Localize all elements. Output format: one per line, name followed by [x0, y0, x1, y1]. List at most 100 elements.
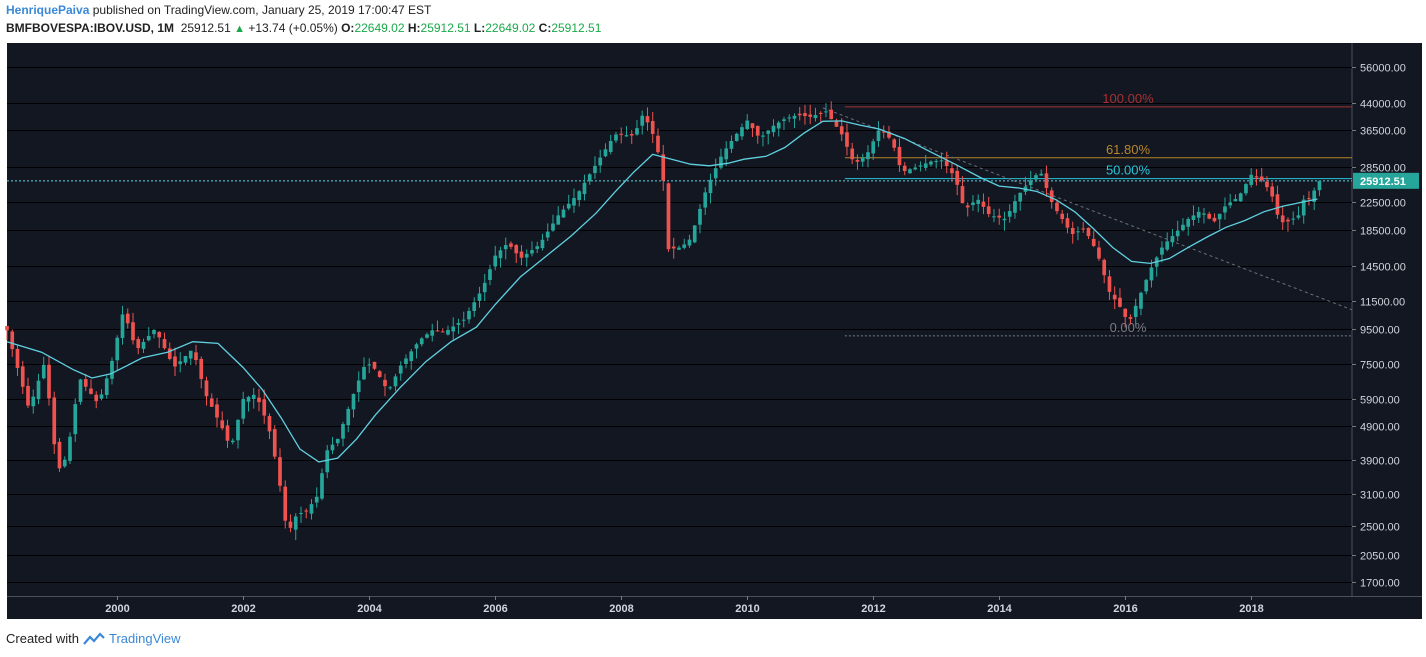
candle-body: [829, 109, 834, 120]
candle-body: [5, 325, 9, 331]
candle-body: [89, 388, 93, 394]
candle-body: [309, 504, 314, 514]
candle-body: [603, 149, 608, 157]
candle-body: [892, 139, 897, 148]
high-value: 25912.51: [420, 21, 471, 35]
candle-body: [929, 161, 933, 165]
candle-body: [556, 215, 561, 225]
candle-body: [1181, 224, 1185, 231]
up-arrow-icon: ▲: [234, 23, 245, 35]
candle-body: [493, 255, 498, 267]
candle-body: [393, 376, 398, 387]
candle-body: [414, 344, 419, 349]
candle-body: [362, 367, 366, 380]
candle-body: [965, 205, 970, 208]
candle-body: [866, 152, 870, 160]
tradingview-link[interactable]: TradingView: [108, 631, 181, 646]
candle-body: [813, 115, 818, 119]
candle-body: [367, 364, 372, 366]
x-tick-label: 2006: [483, 603, 507, 615]
candle-body: [1049, 190, 1054, 203]
candle-body: [1175, 230, 1180, 237]
candle-body: [1112, 294, 1117, 300]
candle-body: [178, 361, 183, 365]
candle-body: [629, 134, 634, 136]
candle-body: [1233, 199, 1238, 202]
candle-body: [582, 182, 587, 195]
candle-body: [614, 134, 618, 141]
candle-body: [257, 397, 261, 403]
candle-body: [803, 113, 807, 117]
candle-body: [682, 244, 687, 248]
candle-body: [1259, 176, 1264, 181]
candle-body: [204, 380, 209, 397]
open-value: 22649.02: [354, 21, 405, 35]
y-tick-label: 11500.00: [1360, 297, 1405, 309]
candle-body: [288, 521, 293, 528]
candle-body: [419, 338, 424, 345]
candle-body: [62, 459, 67, 467]
candle-body: [1254, 176, 1259, 178]
candle-body: [808, 114, 813, 117]
candle-body: [94, 394, 99, 402]
x-tick-label: 2008: [609, 603, 633, 615]
candle-body: [498, 250, 503, 259]
candle-body: [194, 352, 198, 360]
candle-body: [1034, 175, 1038, 180]
candle-body: [703, 192, 708, 208]
candle-body: [719, 156, 723, 168]
x-tick-label: 2014: [987, 603, 1012, 615]
candle-body: [1086, 227, 1091, 237]
candle-body: [818, 112, 823, 114]
candle-body: [724, 148, 729, 160]
candle-body: [976, 199, 981, 204]
candle-body: [1291, 218, 1296, 220]
fib-level-label: 61.80%: [1106, 142, 1151, 157]
candle-body: [1165, 241, 1170, 250]
candle-body: [624, 135, 629, 137]
candle-body: [1133, 305, 1138, 317]
candle-body: [220, 420, 225, 429]
candle-body: [146, 335, 151, 341]
candle-body: [860, 157, 865, 162]
candle-body: [535, 246, 540, 249]
y-tick-label: 36500.00: [1360, 126, 1406, 138]
candle-body: [152, 329, 156, 335]
candle-body: [587, 174, 592, 182]
candle-body: [1002, 218, 1007, 221]
candle-body: [519, 251, 524, 258]
candle-body: [687, 239, 692, 246]
candle-body: [1007, 211, 1012, 217]
tradingview-logo-icon: [83, 631, 105, 645]
current-price-tag: [1353, 172, 1419, 189]
candle-body: [52, 397, 57, 445]
x-tick-label: 2016: [1113, 603, 1137, 615]
candle-body: [876, 130, 881, 142]
y-tick-label: 3900.00: [1360, 456, 1400, 468]
candle-body: [913, 167, 918, 170]
candle-body: [1307, 198, 1311, 200]
candle-body: [167, 348, 172, 359]
candle-body: [1207, 213, 1212, 219]
y-tick-label: 22500.00: [1360, 198, 1406, 210]
candle-body: [1081, 228, 1086, 230]
candle-body: [902, 165, 907, 172]
author-link[interactable]: HenriquePaiva: [6, 3, 90, 17]
candle-body: [530, 250, 534, 254]
candle-body: [1065, 218, 1070, 228]
candle-body: [666, 183, 671, 250]
candle-body: [839, 126, 844, 135]
candle-body: [1160, 247, 1164, 255]
candle-body: [1238, 193, 1243, 202]
candle-body: [934, 160, 939, 162]
candle-body: [1139, 292, 1143, 309]
candle-body: [1228, 202, 1233, 206]
candle-body: [125, 313, 130, 324]
candle-body: [241, 398, 246, 419]
candle-body: [99, 394, 104, 399]
candle-body: [572, 198, 576, 206]
candle-body: [1097, 247, 1101, 259]
candle-body: [792, 115, 797, 119]
candle-body: [1128, 317, 1133, 319]
